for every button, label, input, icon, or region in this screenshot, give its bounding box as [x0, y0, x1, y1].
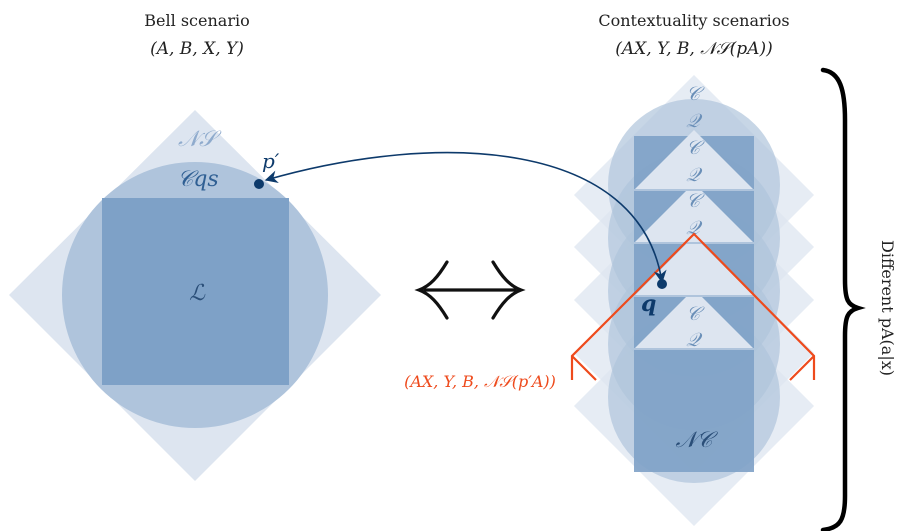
point-q-label: q: [641, 291, 656, 317]
local-label: ℒ: [189, 281, 206, 306]
point-p-prime: [254, 179, 264, 189]
bell-scenario-label: (A, B, X, Y): [150, 39, 244, 59]
highlight-outline-right-lower: [789, 355, 815, 381]
highlight-outline: [570, 232, 816, 380]
point-p-prime-label: p′: [262, 149, 280, 173]
local-polytope: [102, 198, 289, 385]
ns-label: 𝒩𝒮: [178, 127, 222, 152]
bell-scenario: Bell scenario (A, B, X, Y) 𝒩𝒮 𝒞qs ℒ p′: [9, 11, 381, 481]
stack-label-q-1: 𝒬: [686, 110, 703, 132]
contextuality-scenario-label: (AX, Y, B, 𝒩𝒮(pA)): [615, 39, 772, 59]
stack-label-q-2: 𝒬: [686, 164, 703, 186]
stack-label-q-3: 𝒬: [686, 217, 703, 239]
wedge-4: [634, 289, 754, 349]
correspondence-arrow: [264, 151, 667, 284]
equivalence-arrow-shape: [414, 260, 526, 320]
highlight-outline-left-lower: [571, 355, 597, 381]
nc-label: 𝒩𝒞: [675, 428, 718, 453]
contextuality-scenarios: Contextuality scenarios (AX, Y, B, 𝒩𝒮(pA…: [404, 11, 816, 526]
equivalence-symbol: [414, 260, 526, 320]
contextuality-title: Contextuality scenarios: [598, 11, 789, 30]
stack-label-q-4: 𝒬: [686, 329, 703, 351]
right-brace: [820, 67, 866, 531]
brace-label: Different pA(a|x): [878, 240, 897, 376]
bell-title: Bell scenario: [144, 11, 249, 30]
cqs-label: 𝒞qs: [177, 167, 218, 192]
highlight-scenario-label: (AX, Y, B, 𝒩𝒮(p′A)): [404, 372, 556, 391]
